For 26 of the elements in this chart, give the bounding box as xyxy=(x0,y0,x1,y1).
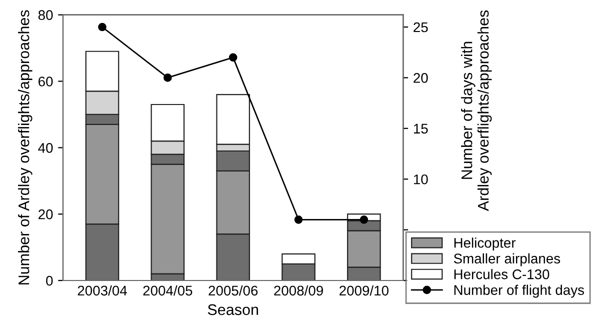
point xyxy=(98,22,106,32)
legend-label: Hercules C-130 xyxy=(454,269,550,280)
y-axis-title: Number of Ardley overflights/approaches xyxy=(18,10,32,284)
point xyxy=(164,74,172,82)
point xyxy=(360,215,368,224)
legend-label: Smaller airplanes xyxy=(454,253,560,266)
y2-tick-label: 20 xyxy=(414,73,428,83)
x-tick-label: 2003/04 xyxy=(78,285,127,296)
x-tick-label: 2009/10 xyxy=(340,285,389,296)
y2-axis-title: Number of days with Ardley overflights/approaches xyxy=(461,10,492,212)
y-tick-label: 0 xyxy=(46,276,53,286)
x-axis-title: Season xyxy=(208,304,258,316)
x-tick-label: 2008/09 xyxy=(274,285,323,296)
y-tick-label: 40 xyxy=(38,143,53,153)
y2-tick-label: 15 xyxy=(414,124,428,134)
x-tick-label: 2005/06 xyxy=(208,285,258,296)
point xyxy=(228,53,238,62)
point xyxy=(294,215,303,224)
legend-label: Helicopter xyxy=(454,238,516,251)
y2-tick-label: 25 xyxy=(414,22,428,32)
y-tick-label: 80 xyxy=(38,10,53,20)
x-tick-label: 2004/05 xyxy=(143,285,192,296)
y-tick-label: 60 xyxy=(38,76,53,86)
y2-tick-label: 10 xyxy=(414,174,428,184)
y-tick-label: 20 xyxy=(38,209,53,220)
legend-label: Number of flight days xyxy=(454,284,584,298)
